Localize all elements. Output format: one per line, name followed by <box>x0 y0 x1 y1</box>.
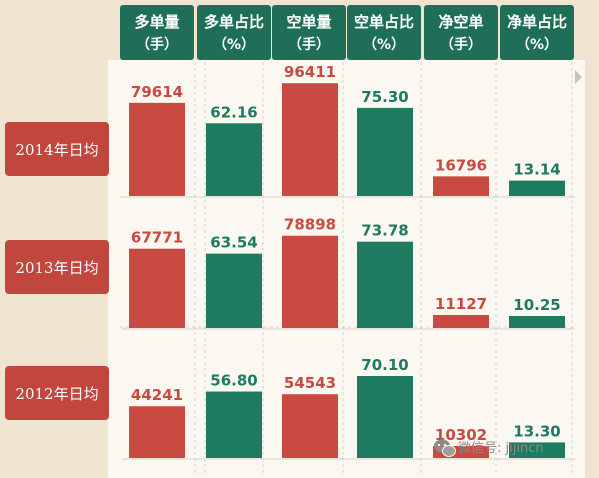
column-header-box <box>500 5 574 60</box>
column-header-box <box>347 5 421 60</box>
grid-lines <box>120 62 575 476</box>
value-label: 79614 <box>131 83 183 101</box>
column-header-unit: （手） <box>288 36 330 53</box>
column-headers: 多单量 （手） 多单占比 （%） 空单量 （手） 空单占比 （%） 净空单 （手） 净单占比 （%） <box>120 5 574 60</box>
row-label-text: 2014年日均 <box>15 141 98 159</box>
value-label: 10.25 <box>513 296 560 314</box>
column-header-unit: （手） <box>440 36 482 53</box>
bar <box>433 176 489 196</box>
column-header-box <box>197 5 271 60</box>
panel-corner-icon <box>575 70 582 84</box>
row-labels: 2014年日均 2013年日均 2012年日均 <box>5 122 109 420</box>
column-header-title: 空单占比 <box>354 13 414 31</box>
value-label: 13.30 <box>513 422 560 440</box>
column-header-title: 多单量 <box>134 13 179 31</box>
column-header-title: 空单量 <box>286 13 331 31</box>
row-label-box <box>5 122 109 176</box>
bar <box>206 123 262 196</box>
column-header-box <box>424 5 498 60</box>
value-label: 16796 <box>435 156 487 174</box>
column-header-unit: （%） <box>516 37 558 53</box>
row-label-text: 2013年日均 <box>15 259 98 277</box>
bar <box>282 235 338 328</box>
bar <box>509 442 565 458</box>
value-label: 62.16 <box>210 103 257 121</box>
wechat-icon <box>434 439 456 457</box>
column-header: 空单量 （手） <box>272 5 346 60</box>
bar <box>357 241 413 328</box>
value-labels: 79614 62.16 96411 75.30 16796 13.14 67771 63.54… <box>131 63 561 444</box>
bar <box>129 102 185 196</box>
bar <box>206 253 262 328</box>
bar <box>509 316 565 328</box>
row-label: 2012年日均 <box>5 366 109 420</box>
value-label: 13.14 <box>513 161 560 179</box>
chart-panel <box>108 60 585 478</box>
bar <box>357 375 413 458</box>
bar <box>282 394 338 458</box>
column-header: 多单量 （手） <box>120 5 194 60</box>
column-header-unit: （手） <box>136 36 178 53</box>
column-header-unit: （%） <box>363 37 405 53</box>
value-label: 44241 <box>131 386 183 404</box>
row-label-box <box>5 366 109 420</box>
value-label: 96411 <box>284 63 336 81</box>
value-label: 10302 <box>435 426 487 444</box>
column-header: 多单占比 （%） <box>197 5 271 60</box>
column-header-title: 净单占比 <box>507 13 567 31</box>
watermark-text: 微信号: jijincn <box>458 441 544 456</box>
bar <box>206 391 262 458</box>
value-label: 56.80 <box>210 372 257 390</box>
bar <box>509 180 565 196</box>
column-header: 净单占比 （%） <box>500 5 574 60</box>
value-label: 78898 <box>284 216 336 234</box>
bar <box>129 406 185 458</box>
bar <box>357 107 413 196</box>
row-label: 2014年日均 <box>5 122 109 176</box>
watermark: 微信号: jijincn <box>434 439 544 457</box>
column-header-box <box>272 5 346 60</box>
value-label: 11127 <box>435 295 487 313</box>
bar <box>282 83 338 196</box>
value-label: 63.54 <box>210 234 257 252</box>
row-label-text: 2012年日均 <box>15 385 98 403</box>
column-header-title: 多单占比 <box>204 13 264 31</box>
value-label: 73.78 <box>361 222 408 240</box>
column-header-unit: （%） <box>213 37 255 53</box>
column-header: 净空单 （手） <box>424 5 498 60</box>
row-label-box <box>5 240 109 294</box>
value-label: 75.30 <box>361 88 408 106</box>
column-header: 空单占比 （%） <box>347 5 421 60</box>
value-label: 54543 <box>284 374 336 392</box>
column-header-title: 净空单 <box>438 13 483 31</box>
value-label: 70.10 <box>361 356 408 374</box>
bar <box>433 314 489 328</box>
value-label: 67771 <box>131 229 183 247</box>
bar <box>129 248 185 328</box>
column-header-box <box>120 5 194 60</box>
row-label: 2013年日均 <box>5 240 109 294</box>
